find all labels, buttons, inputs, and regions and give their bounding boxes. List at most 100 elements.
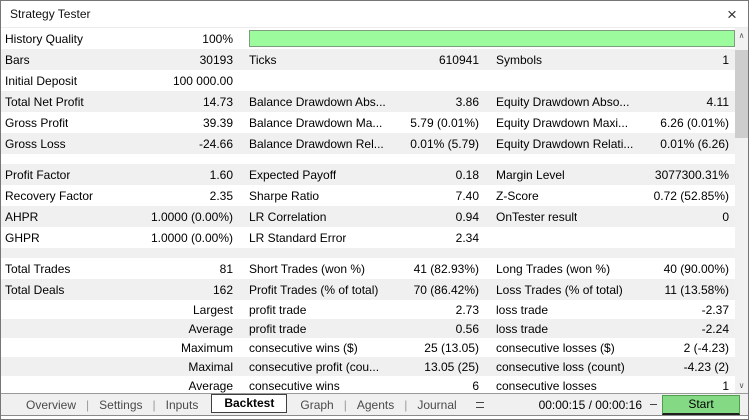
- scrollbar-thumb[interactable]: [735, 50, 748, 138]
- stat-value: 2 (-4.23): [683, 340, 729, 355]
- row-ahpr[interactable]: AHPR 1.0000 (0.00%) LR Correlation 0.94 On…: [1, 206, 735, 227]
- stat-label: Profit Factor: [5, 167, 71, 182]
- stat-label: Recovery Factor: [5, 188, 94, 203]
- stat-label: LR Standard Error: [249, 230, 347, 245]
- row-gross-profit[interactable]: Gross Profit 39.39 Balance Drawdown Ma...…: [1, 112, 735, 133]
- stat-value: 0.01% (5.79): [410, 136, 479, 151]
- row-maximum-consecutive[interactable]: Maximum consecutive wins ($) 25 (13.05) c…: [1, 338, 735, 357]
- separator-row: [1, 248, 735, 258]
- row-total-net-profit[interactable]: Total Net Profit 14.73 Balance Drawdown A…: [1, 91, 735, 112]
- row-ghpr[interactable]: GHPR 1.0000 (0.00%) LR Standard Error 2.34: [1, 227, 735, 248]
- stat-value: 6.26 (0.01%): [660, 115, 729, 130]
- vertical-scrollbar[interactable]: ∧ ∨: [735, 28, 748, 393]
- row-total-deals[interactable]: Total Deals 162 Profit Trades (% of total…: [1, 279, 735, 300]
- scrollbar-down-icon[interactable]: ∨: [738, 381, 745, 390]
- stat-value: 81: [219, 261, 233, 276]
- tab-backtest[interactable]: Backtest: [211, 394, 288, 413]
- close-icon[interactable]: ×: [727, 4, 737, 24]
- row-gross-loss[interactable]: Gross Loss -24.66 Balance Drawdown Rel...…: [1, 133, 735, 154]
- row-average-consecutive[interactable]: Average consecutive wins 6 consecutive lo…: [1, 376, 735, 395]
- stat-label: OnTester result: [496, 209, 578, 224]
- tab-journal[interactable]: Journal: [417, 397, 457, 412]
- stat-label: Total Net Profit: [5, 94, 84, 109]
- stat-label: Balance Drawdown Rel...: [249, 136, 384, 151]
- stat-value: 40 (90.00%): [663, 261, 729, 276]
- tab-overview[interactable]: Overview: [26, 397, 77, 412]
- stat-value: 2.73: [455, 302, 479, 317]
- scrollbar-up-icon[interactable]: ∧: [738, 31, 745, 40]
- tab-agents[interactable]: Agents: [356, 397, 395, 412]
- stat-value: 0: [722, 209, 729, 224]
- stat-value: 39.39: [202, 115, 233, 130]
- tester-tabbar: Overview | Settings | Inputs Backtest Gr…: [1, 393, 748, 416]
- stat-label: Total Deals: [5, 282, 65, 297]
- stat-value: 6: [472, 378, 479, 393]
- row-maximal-consecutive[interactable]: Maximal consecutive profit (cou... 13.05 …: [1, 357, 735, 376]
- stat-label: Total Trades: [5, 261, 71, 276]
- row-history-quality[interactable]: History Quality 100%: [1, 28, 735, 49]
- stat-value: Maximum: [180, 340, 233, 355]
- stat-label: Sharpe Ratio: [249, 188, 320, 203]
- stat-value: 0.01% (6.26): [660, 136, 729, 151]
- stat-value: 14.73: [202, 94, 233, 109]
- row-largest[interactable]: Largest profit trade 2.73 loss trade -2.37: [1, 300, 735, 319]
- row-bars[interactable]: Bars 30193 Ticks 610941 Symbols 1: [1, 49, 735, 70]
- stat-value: 3077300.31%: [654, 167, 729, 182]
- stat-value: 13.05 (25): [424, 359, 479, 374]
- splitter-handle-icon[interactable]: [650, 404, 657, 405]
- stat-label: consecutive profit (cou...: [249, 359, 380, 374]
- window-bottom-strip: [1, 416, 748, 419]
- stat-label: Short Trades (won %): [249, 261, 366, 276]
- row-average-trade[interactable]: Average profit trade 0.56 loss trade -2.24: [1, 319, 735, 338]
- stat-label: Profit Trades (% of total): [249, 282, 379, 297]
- tab-inputs[interactable]: Inputs: [165, 397, 199, 412]
- stat-label: Loss Trades (% of total): [496, 282, 623, 297]
- stat-label: History Quality: [5, 31, 84, 46]
- row-total-trades[interactable]: Total Trades 81 Short Trades (won %) 41 (8…: [1, 258, 735, 279]
- stat-label: Equity Drawdown Relati...: [496, 136, 634, 151]
- separator-row: [1, 154, 735, 164]
- stat-label: Gross Profit: [5, 115, 69, 130]
- tab-divider: |: [86, 397, 90, 412]
- titlebar: Strategy Tester ×: [1, 1, 748, 28]
- row-recovery-factor[interactable]: Recovery Factor 2.35 Sharpe Ratio 7.40 Z-S…: [1, 185, 735, 206]
- stat-value: 162: [212, 282, 233, 297]
- stat-label: consecutive wins ($): [249, 340, 358, 355]
- stat-label: Balance Drawdown Ma...: [249, 115, 383, 130]
- stat-value: 3.86: [455, 94, 479, 109]
- stat-label: consecutive wins: [249, 378, 340, 393]
- stat-value: 100%: [202, 31, 233, 46]
- stat-value: Average: [188, 378, 233, 393]
- stat-value: -2.37: [701, 302, 729, 317]
- stat-label: loss trade: [496, 321, 549, 336]
- row-initial-deposit[interactable]: Initial Deposit 100 000.00: [1, 70, 735, 91]
- row-profit-factor[interactable]: Profit Factor 1.60 Expected Payoff 0.18 Ma…: [1, 164, 735, 185]
- stat-value: 25 (13.05): [424, 340, 479, 355]
- stat-label: consecutive losses ($): [496, 340, 615, 355]
- stat-label: Equity Drawdown Abso...: [496, 94, 630, 109]
- test-duration-time: 00:00:15 / 00:00:16: [538, 397, 642, 412]
- start-button[interactable]: Start: [662, 394, 740, 415]
- window-title: Strategy Tester: [10, 7, 91, 21]
- stat-label: AHPR: [5, 209, 39, 224]
- tab-settings[interactable]: Settings: [99, 397, 143, 412]
- stat-label: profit trade: [249, 321, 307, 336]
- stat-value: 100 000.00: [172, 73, 233, 88]
- tab-graph[interactable]: Graph: [300, 397, 334, 412]
- stat-value: 5.79 (0.01%): [410, 115, 479, 130]
- stat-value: 4.11: [706, 94, 729, 109]
- stat-label: Z-Score: [496, 188, 539, 203]
- tab-divider: |: [343, 397, 347, 412]
- stat-label: consecutive losses: [496, 378, 597, 393]
- stat-value: Maximal: [188, 359, 233, 374]
- tabs-overflow-icon[interactable]: [475, 400, 486, 410]
- report-body: History Quality 100% Bars 30193 Ticks 6109…: [1, 28, 748, 393]
- stat-value: 1: [722, 52, 729, 67]
- stat-label: Bars: [5, 52, 30, 67]
- stat-label: LR Correlation: [249, 209, 327, 224]
- stat-label: Initial Deposit: [5, 73, 78, 88]
- stat-value: 1.60: [209, 167, 233, 182]
- stat-value: 0.56: [455, 321, 479, 336]
- stat-label: Expected Payoff: [249, 167, 337, 182]
